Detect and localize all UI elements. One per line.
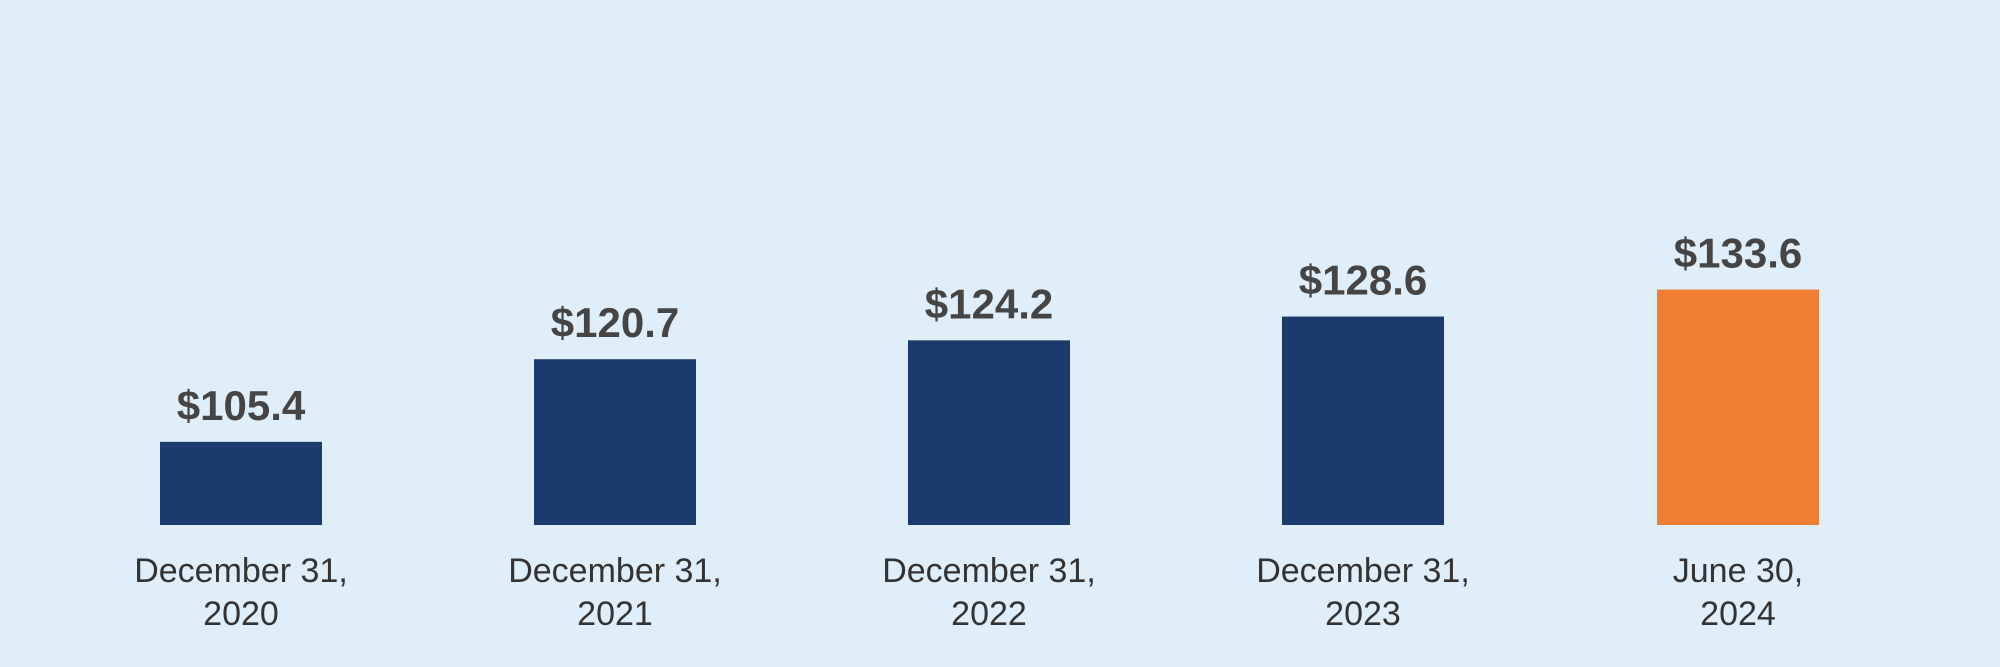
category-label-2-line-1: December 31, — [508, 552, 722, 590]
bar-3 — [908, 340, 1070, 525]
bar-5 — [1657, 289, 1819, 525]
category-label-2-line-2: 2021 — [577, 595, 653, 633]
category-label-4-line-1: December 31, — [1256, 552, 1470, 590]
category-label-1-line-1: December 31, — [134, 552, 348, 590]
value-label-1: $105.4 — [177, 382, 306, 429]
value-label-3: $124.2 — [925, 280, 1053, 327]
category-label-5-line-1: June 30, — [1673, 552, 1803, 590]
category-label-4-line-2: 2023 — [1325, 595, 1401, 633]
category-label-5-line-2: 2024 — [1700, 595, 1776, 633]
bar-4 — [1282, 316, 1444, 525]
value-label-4: $128.6 — [1299, 257, 1427, 304]
bar-2 — [534, 359, 696, 525]
bar-1 — [160, 441, 322, 525]
category-label-3-line-2: 2022 — [951, 595, 1027, 633]
category-label-1-line-2: 2020 — [203, 595, 279, 633]
value-label-5: $133.6 — [1674, 230, 1802, 277]
value-label-2: $120.7 — [551, 299, 679, 346]
category-label-3-line-1: December 31, — [882, 552, 1096, 590]
